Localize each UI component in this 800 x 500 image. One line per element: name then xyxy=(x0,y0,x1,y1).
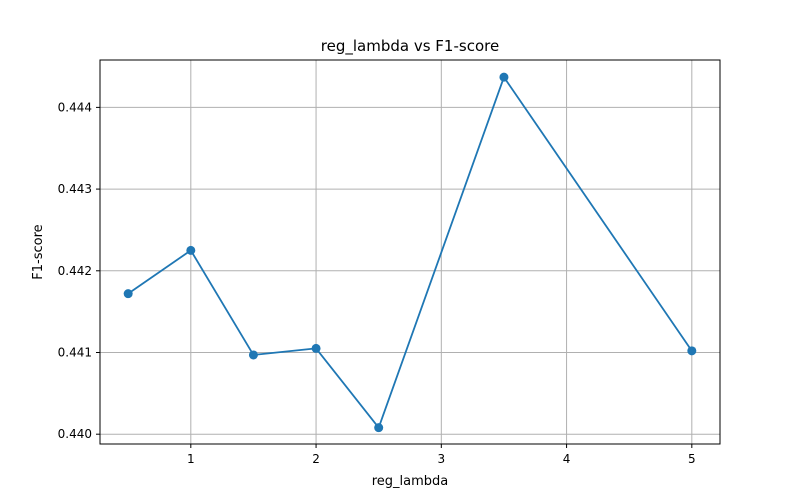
x-tick-label: 1 xyxy=(187,452,195,466)
x-axis-label: reg_lambda xyxy=(372,474,449,489)
x-tick-label: 5 xyxy=(688,452,696,466)
chart-title: reg_lambda vs F1-score xyxy=(321,37,499,56)
plot-frame xyxy=(99,59,721,445)
data-point xyxy=(374,423,384,433)
y-axis-label: F1-score xyxy=(31,224,46,279)
y-tick-label: 0.444 xyxy=(58,100,92,114)
data-point xyxy=(186,245,196,255)
data-point xyxy=(687,346,697,356)
data-point xyxy=(499,72,509,82)
ticks: 1 2 3 4 5 0.440 0.441 0.442 0.443 0.444 xyxy=(58,100,696,466)
y-tick-label: 0.440 xyxy=(58,427,92,441)
x-tick-label: 3 xyxy=(437,452,445,466)
data-point xyxy=(123,289,133,299)
y-tick-label: 0.443 xyxy=(58,182,92,196)
x-tick-label: 4 xyxy=(563,452,571,466)
x-tick-label: 2 xyxy=(312,452,320,466)
data-point xyxy=(311,343,321,353)
y-tick-label: 0.441 xyxy=(58,345,92,359)
data-point xyxy=(248,350,258,360)
series-layer xyxy=(123,72,697,433)
y-tick-label: 0.442 xyxy=(58,264,92,278)
grid xyxy=(100,60,720,444)
